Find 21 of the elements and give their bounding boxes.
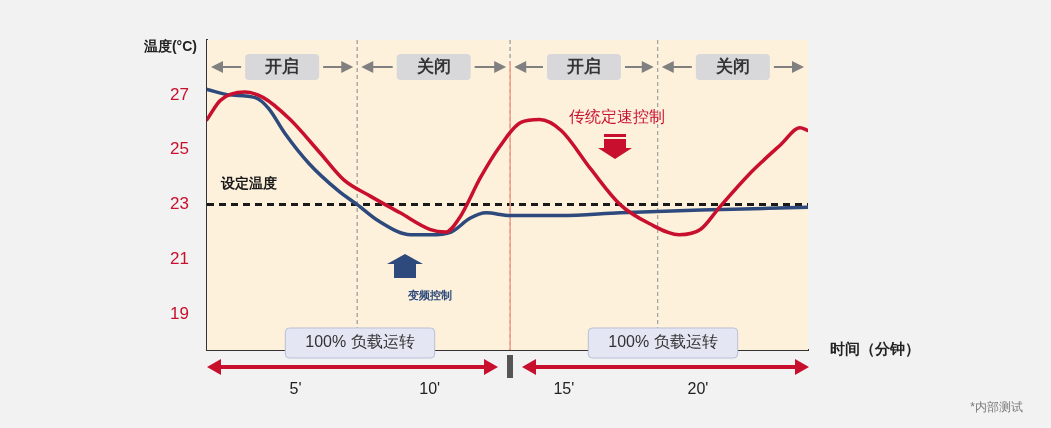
x-tick-label: 10' (419, 380, 441, 398)
text: 变频控制 (407, 289, 452, 302)
x-axis-title: 时间（分钟） (830, 340, 920, 358)
band-label: 关闭 (714, 56, 750, 76)
x-tick-label: 20' (687, 380, 709, 398)
x-tick-label: 15' (553, 380, 575, 398)
ref-line-label: 设定温度 (220, 175, 277, 192)
y-tick-label: 21 (170, 249, 189, 269)
series-label: 传统定速控制 (569, 108, 665, 126)
band-label: 开启 (565, 56, 601, 76)
x-tick-label: 5' (289, 380, 302, 398)
band-label: 开启 (264, 56, 300, 76)
y-tick-label: 23 (170, 194, 189, 214)
y-tick-label: 25 (170, 139, 189, 159)
y-axis-title: 温度(°C) (142, 37, 197, 54)
y-tick-label: 27 (170, 84, 189, 104)
annotation: 100% 负载运转 (608, 333, 718, 351)
text: *内部测试 (970, 400, 1023, 415)
band-label: 关闭 (415, 56, 451, 76)
y-tick-label: 19 (170, 304, 189, 324)
annotation: 100% 负载运转 (305, 333, 415, 351)
